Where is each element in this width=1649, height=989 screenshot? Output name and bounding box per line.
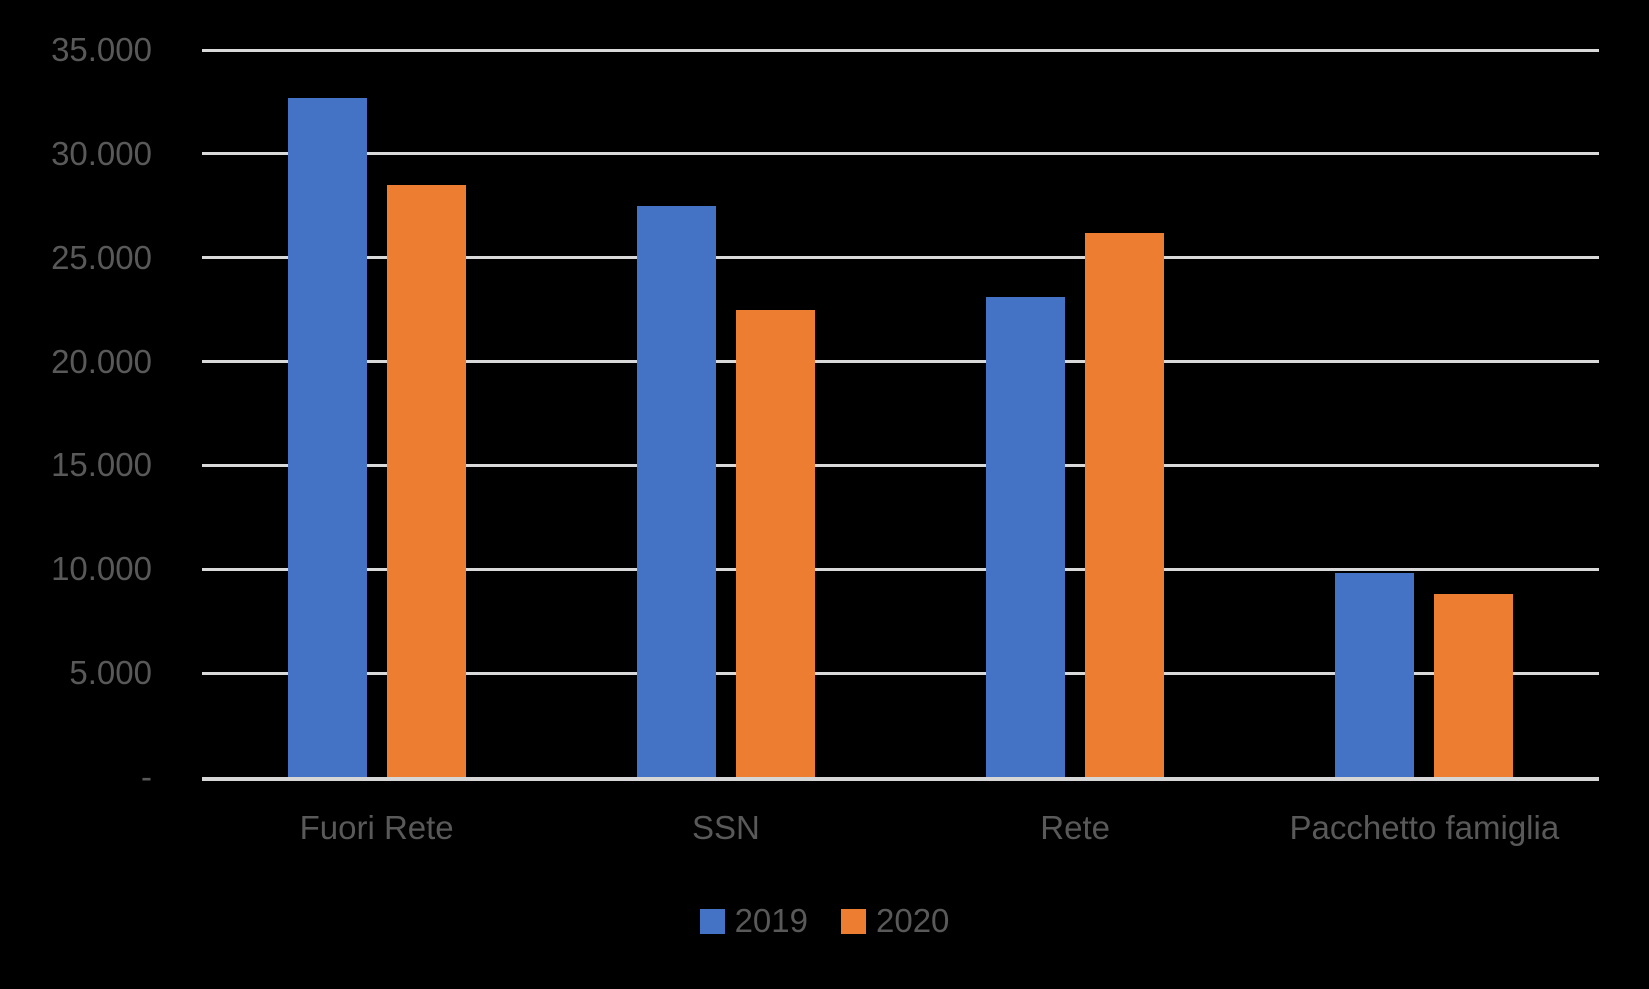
bar-2019-rete bbox=[986, 297, 1066, 777]
legend-item-2020: 2020 bbox=[841, 899, 949, 943]
y-axis-tick-label: 10.000 bbox=[51, 550, 152, 588]
gridline bbox=[202, 360, 1599, 364]
bar-2020-ssn bbox=[735, 309, 815, 777]
legend-swatch-2019 bbox=[699, 908, 725, 934]
bar-2019-fuori-rete bbox=[287, 97, 367, 777]
y-axis-tick-label: 20.000 bbox=[51, 342, 152, 380]
bar-group-fuori-rete bbox=[202, 50, 551, 777]
bar-2019-ssn bbox=[636, 205, 716, 777]
y-axis-tick-label: - bbox=[141, 758, 152, 795]
bars-container bbox=[202, 50, 1599, 777]
gridline bbox=[202, 256, 1599, 260]
y-axis-tick-label: 30.000 bbox=[51, 134, 152, 172]
gridline bbox=[202, 463, 1599, 467]
bar-group-ssn bbox=[551, 50, 900, 777]
legend-swatch-2020 bbox=[841, 908, 866, 934]
bar-2019-pacchetto-famiglia bbox=[1335, 573, 1415, 777]
y-axis: 35.000 30.000 25.000 20.000 15.000 10.000 5.00… bbox=[0, 0, 152, 989]
y-axis-tick-label: 15.000 bbox=[51, 446, 152, 484]
x-axis-tick-label-ssn: SSN bbox=[691, 809, 760, 846]
legend-label: 2020 bbox=[876, 902, 950, 939]
x-axis-tick-label-fuori-rete: Fuori Rete bbox=[299, 809, 454, 846]
legend-item-2019: 2019 bbox=[699, 899, 808, 943]
bar-2020-pacchetto-famiglia bbox=[1434, 594, 1514, 777]
gridline bbox=[202, 671, 1599, 675]
x-axis: Fuori Rete SSN Rete Pacchetto famiglia bbox=[202, 806, 1599, 850]
gridline bbox=[202, 567, 1599, 571]
x-axis-tick-label-rete: Rete bbox=[1040, 809, 1110, 846]
bar-group-rete bbox=[901, 50, 1250, 777]
legend-label: 2019 bbox=[734, 902, 808, 939]
bar-2020-fuori-rete bbox=[386, 185, 466, 777]
gridline bbox=[202, 48, 1599, 52]
plot-area bbox=[202, 48, 1599, 781]
legend: 2019 2020 bbox=[0, 899, 1649, 943]
x-axis-tick-label-pacchetto-famiglia: Pacchetto famiglia bbox=[1289, 809, 1560, 846]
y-axis-tick-label: 25.000 bbox=[51, 238, 152, 276]
bar-2020-rete bbox=[1085, 232, 1165, 777]
y-axis-tick-label: 5.000 bbox=[69, 654, 152, 692]
gridline bbox=[202, 152, 1599, 156]
y-axis-tick-label: 35.000 bbox=[51, 31, 152, 68]
bar-group-pacchetto-famiglia bbox=[1250, 50, 1599, 777]
